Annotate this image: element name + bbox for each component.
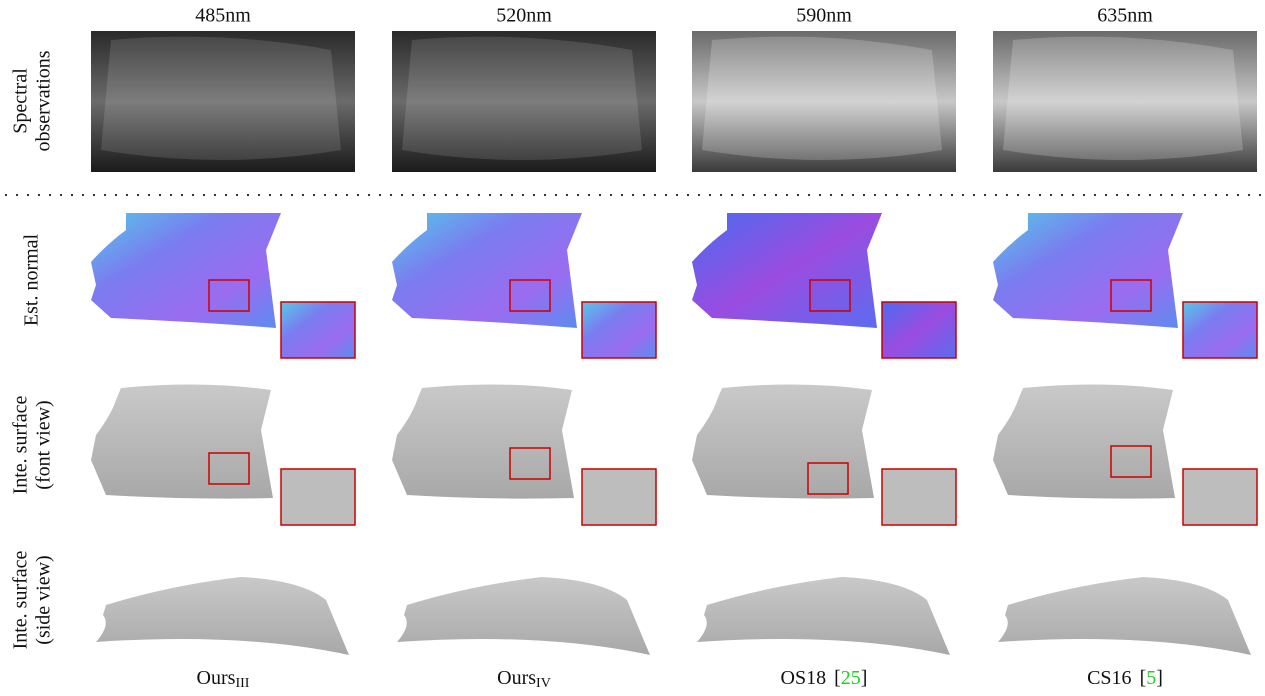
row-label: (font view): [33, 400, 55, 489]
surface-front: [392, 384, 574, 498]
zoom-inset: [1183, 302, 1257, 358]
method-label: CS16 [5]: [1087, 667, 1163, 689]
column: OursIII: [91, 31, 355, 691]
cite-close: ]: [861, 667, 868, 689]
cite-open: [: [1140, 667, 1147, 689]
surface-side: [96, 577, 349, 655]
normal-map: [392, 213, 582, 328]
figure: 485nm 520nm 590nm 635nm Spectralobservations…: [0, 0, 1265, 696]
surface-front: [692, 384, 874, 498]
cite-number: 5: [1146, 667, 1156, 689]
zoom-inset: [882, 469, 956, 525]
method-label: OursIV: [497, 667, 551, 692]
column: CS16 [5]: [993, 31, 1257, 689]
row-label: (side view): [33, 555, 55, 644]
surface-side: [697, 577, 950, 655]
column: OS18 [25]: [692, 31, 956, 689]
pillow-shape: [1003, 37, 1243, 160]
row-label: Spectral: [10, 68, 32, 134]
column: OursIV: [392, 31, 656, 691]
row-label: Inte. surface: [10, 550, 32, 649]
zoom-inset: [281, 469, 355, 525]
normal-map: [692, 213, 882, 328]
column-header: 635nm: [1097, 5, 1153, 27]
column-header: 590nm: [796, 5, 852, 27]
surface-front: [91, 384, 273, 498]
method-name: CS16: [1087, 667, 1131, 689]
surface-side: [397, 577, 650, 655]
surface-side: [998, 577, 1251, 655]
cite-number: 25: [841, 667, 861, 689]
zoom-inset: [281, 302, 355, 358]
column-header: 520nm: [496, 5, 552, 27]
method-name: OS18: [781, 667, 827, 689]
method-subscript: III: [235, 676, 249, 691]
row-label: Inte. surface: [10, 395, 32, 494]
method-subscript: IV: [536, 676, 551, 691]
row-label: observations: [33, 50, 55, 151]
method-name: Ours: [497, 667, 536, 689]
method-name: Ours: [197, 667, 236, 689]
pillow-shape: [101, 37, 341, 160]
pillow-shape: [702, 37, 942, 160]
zoom-inset: [582, 302, 656, 358]
normal-map: [91, 213, 281, 328]
cite-close: ]: [1156, 667, 1163, 689]
method-label: OursIII: [197, 667, 250, 692]
zoom-inset: [882, 302, 956, 358]
pillow-shape: [402, 37, 642, 160]
normal-map: [993, 213, 1183, 328]
zoom-inset: [1183, 469, 1257, 525]
method-label: OS18 [25]: [781, 667, 868, 689]
surface-front: [993, 384, 1175, 498]
cite-open: [: [834, 667, 841, 689]
zoom-inset: [582, 469, 656, 525]
column-header: 485nm: [195, 5, 251, 27]
row-label: Est. normal: [21, 233, 43, 326]
